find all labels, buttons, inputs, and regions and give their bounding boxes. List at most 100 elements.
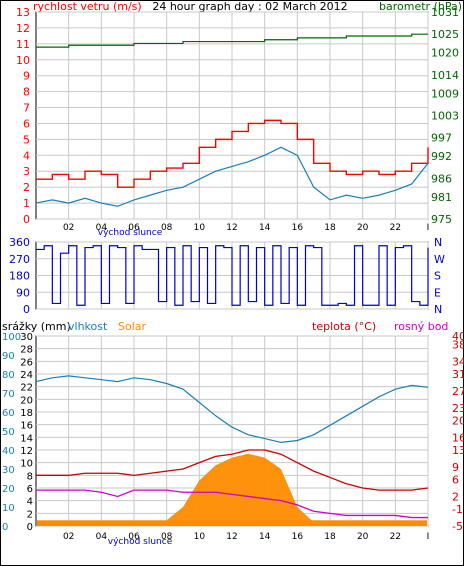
wind-tick-label: 12 (16, 22, 30, 35)
temp-axis-label: teplota (°C) (312, 320, 376, 333)
compass-tick-label: S (434, 270, 441, 283)
wind-tick-label: 3 (23, 165, 30, 178)
x-tick-label: 16 (292, 532, 304, 542)
wind-tick-label: 10 (16, 54, 30, 67)
baro-tick-label: 1031 (431, 6, 459, 19)
temp-tick-label: 13 (452, 444, 464, 457)
rain-tick-label: 20 (20, 395, 33, 406)
sunrise-label-bottom: východ slunce (108, 537, 173, 547)
dew-point-line (36, 489, 428, 519)
x-tick-label: 14 (259, 532, 271, 542)
rain-tick-label: 12 (20, 446, 33, 457)
temperature-line (36, 449, 429, 491)
baro-tick-label: 986 (431, 172, 452, 185)
wind-tick-label: 13 (16, 6, 30, 19)
wind-axis-label: rychlost vetru (m/s) (33, 0, 142, 13)
temp-tick-label: 9 (452, 461, 459, 474)
x-tick-label: 12 (226, 223, 237, 233)
rain-tick-label: 26 (20, 357, 33, 368)
rain-tick-label: 0 (27, 522, 33, 533)
temp-tick-label: 40 (452, 330, 464, 343)
x-tick-label: 10 (194, 532, 206, 542)
baro-tick-label: 1020 (431, 47, 459, 60)
x-tick-label: 22 (390, 532, 401, 542)
x-tick-label: 22 (390, 223, 401, 233)
compass-tick-label: N (434, 236, 442, 249)
wind-tick-label: 11 (16, 38, 30, 51)
x-tick-label: 02 (63, 223, 74, 233)
rain-axis-label: srážky (mm) (2, 320, 71, 333)
baro-tick-label: 1014 (431, 69, 459, 82)
wind-tick-label: 5 (23, 133, 30, 146)
wind-average-line (35, 146, 429, 207)
x-tick-label: 04 (96, 223, 108, 233)
x-tick-label: 18 (324, 223, 336, 233)
baro-tick-label: 992 (431, 150, 452, 163)
wind-tick-label: 8 (23, 86, 30, 99)
rain-tick-label: 16 (20, 421, 33, 432)
chart-layers: 02 04 06 08 10 12 14 16 18 20 22 I02 04 06 08 10 12 14 16 1… (2, 6, 464, 542)
humidity-tick-label: 40 (2, 446, 15, 457)
rain-tick-label: 24 (20, 370, 33, 381)
wind-tick-label: 9 (23, 70, 30, 83)
rain-baseline-bar (37, 520, 427, 526)
direction-tick-label: 180 (9, 270, 30, 283)
compass-tick-label: N (434, 303, 442, 316)
wind-tick-label: 0 (23, 213, 30, 226)
rain-tick-label: 22 (20, 383, 33, 394)
x-tick-label: 20 (357, 532, 369, 542)
x-tick-label: 08 (161, 223, 173, 233)
temp-tick-label: 16 (452, 431, 464, 444)
baro-tick-label: 975 (431, 213, 452, 226)
x-tick-label: 08 (161, 532, 173, 542)
temp-tick-label: 34 (452, 355, 464, 368)
temp-tick-label: 31 (452, 368, 464, 381)
humidity-tick-label: 30 (2, 465, 15, 476)
x-tick-label: I (427, 223, 430, 233)
x-tick-label: 14 (259, 223, 271, 233)
x-tick-label: 18 (324, 532, 336, 542)
rain-tick-label: 8 (27, 471, 33, 482)
humidity-axis-label: vlhkost (68, 320, 108, 333)
temp-tick-label: 27 (452, 385, 464, 398)
solar-area (36, 453, 428, 526)
wind-direction-line (36, 245, 429, 306)
x-tick-label: I (427, 532, 430, 542)
humidity-line (35, 375, 429, 444)
temp-tick-label: -1 (452, 503, 463, 516)
direction-tick-label: 90 (16, 286, 30, 299)
solar-axis-label: Solar (118, 320, 147, 333)
x-tick-label: 12 (226, 532, 237, 542)
temp-tick-label: 20 (452, 414, 464, 427)
x-tick-label: 06 (128, 532, 140, 542)
compass-tick-label: W (434, 253, 445, 266)
baro-axis-label: barometr (hPa) (379, 0, 462, 13)
rain-tick-label: 28 (20, 345, 33, 356)
x-tick-label: 20 (357, 223, 369, 233)
wind-tick-label: 2 (23, 181, 30, 194)
wind-tick-label: 4 (23, 149, 30, 162)
temp-tick-label: 6 (452, 474, 459, 487)
wind-tick-label: 6 (23, 117, 30, 130)
baro-tick-label: 1025 (431, 28, 459, 41)
rain-tick-label: 14 (20, 433, 33, 444)
humidity-tick-label: 80 (2, 370, 15, 381)
x-tick-label: 02 (63, 532, 74, 542)
temp-tick-label: 23 (452, 402, 464, 415)
baro-tick-label: 1003 (431, 110, 459, 123)
humidity-tick-label: 20 (2, 484, 15, 495)
humidity-tick-label: 90 (2, 351, 15, 362)
rain-tick-label: 10 (20, 459, 33, 470)
humidity-tick-label: 50 (2, 427, 15, 438)
sunrise-label-top: východ slunce (98, 228, 163, 238)
rain-tick-label: 4 (27, 497, 33, 508)
direction-tick-label: 0 (23, 303, 30, 316)
rain-tick-label: 30 (20, 332, 33, 343)
x-tick-label: 10 (194, 223, 206, 233)
x-tick-label: 04 (96, 532, 108, 542)
baro-tick-label: 997 (431, 132, 452, 145)
humidity-tick-label: 100 (2, 332, 21, 343)
rain-tick-label: 2 (27, 509, 33, 520)
